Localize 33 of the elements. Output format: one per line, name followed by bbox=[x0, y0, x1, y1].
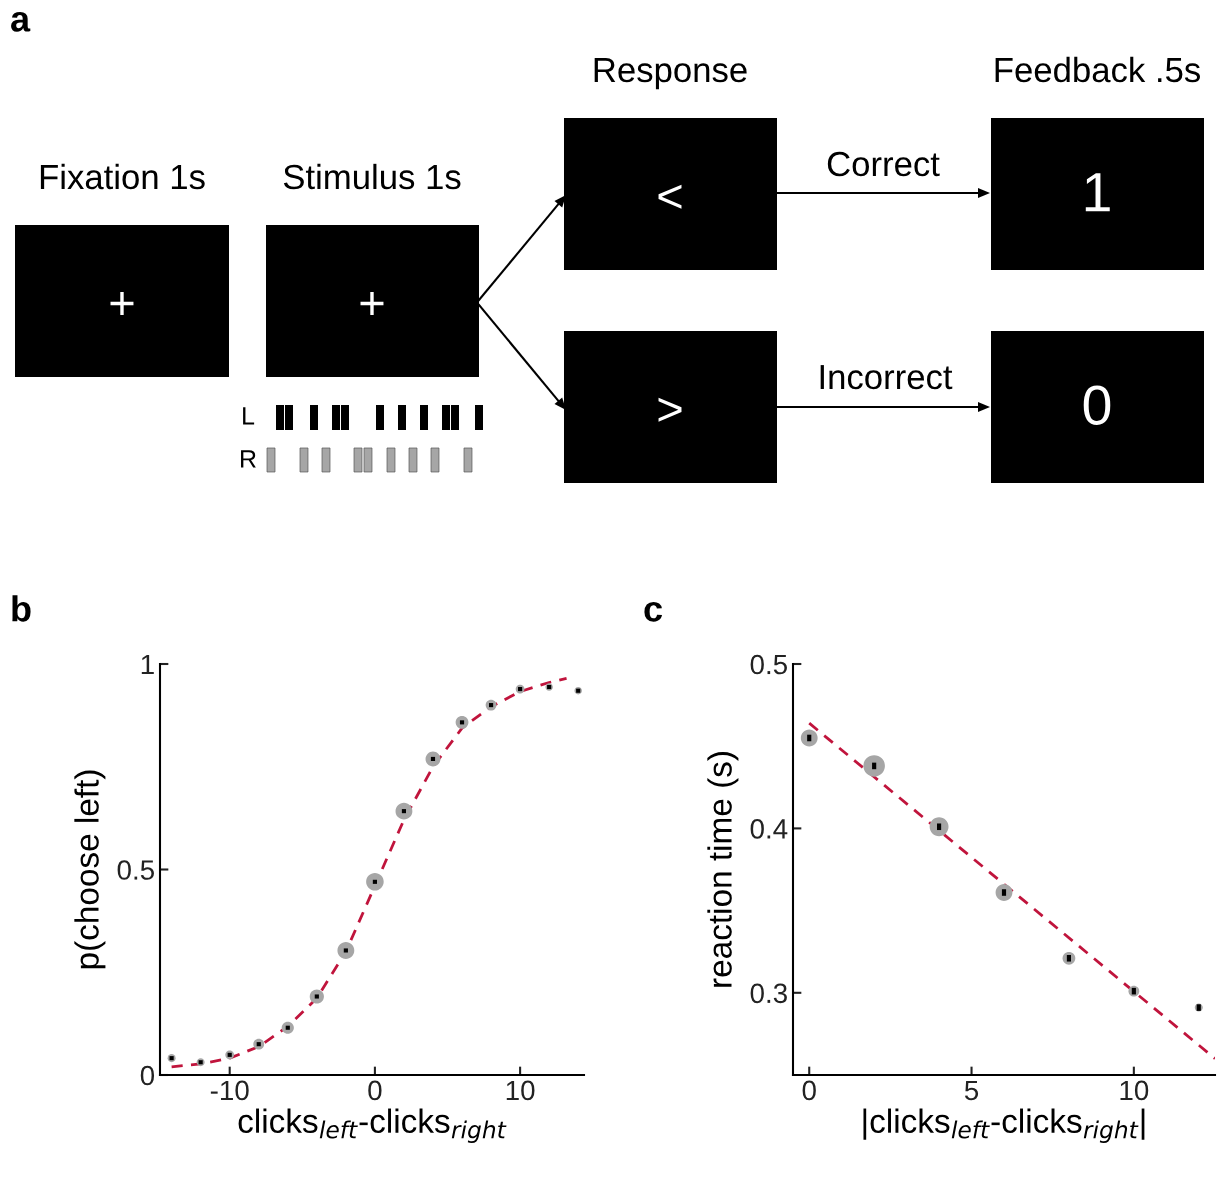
y-tick-label: 1 bbox=[141, 654, 154, 675]
text: + bbox=[110, 291, 134, 316]
text: 0 bbox=[1083, 385, 1111, 425]
text: Correct bbox=[827, 151, 940, 177]
y-tick-label: 0 bbox=[140, 1065, 155, 1086]
text: Fixation 1s bbox=[40, 163, 205, 190]
x-axis-title: |clicks$_{left}$-clicks$_{right}$| bbox=[863, 1108, 1145, 1144]
y-tick-label: 0.5 bbox=[117, 860, 154, 880]
x-tick-label: 5 bbox=[964, 1080, 979, 1101]
text: L bbox=[243, 407, 255, 425]
text: + bbox=[360, 291, 384, 316]
chart-title: c bbox=[644, 601, 663, 622]
y-tick-label: 0.4 bbox=[750, 819, 788, 839]
x-tick-label: 10 bbox=[506, 1080, 535, 1101]
x-tick-label: -10 bbox=[210, 1080, 249, 1101]
x-axis-title: clicks$_{left}$-clicks$_{right}$ bbox=[238, 1108, 507, 1144]
text: < bbox=[658, 184, 682, 209]
y-tick-label: 0.5 bbox=[750, 654, 787, 675]
y-axis-title: reaction time (s) bbox=[707, 752, 739, 987]
text: R bbox=[241, 450, 256, 468]
text: a bbox=[11, 11, 31, 32]
text: Incorrect bbox=[820, 365, 953, 390]
y-axis-title: p(choose left) bbox=[74, 770, 106, 969]
text: > bbox=[658, 397, 682, 422]
y-tick-label: 0.3 bbox=[750, 983, 787, 1004]
text: Response bbox=[594, 58, 747, 90]
x-tick-label: 0 bbox=[368, 1080, 382, 1101]
x-tick-label: 0 bbox=[802, 1080, 816, 1101]
x-tick-label: 10 bbox=[1120, 1080, 1149, 1101]
text: Feedback .5s bbox=[995, 56, 1200, 83]
text: 1 bbox=[1085, 173, 1110, 212]
chart-title: b bbox=[12, 595, 31, 622]
text: Stimulus 1s bbox=[283, 163, 461, 190]
